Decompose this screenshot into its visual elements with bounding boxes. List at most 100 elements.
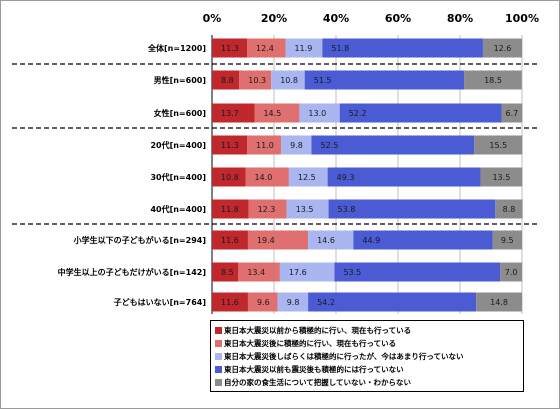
x-tick-label: 0% [203,12,222,25]
bar-segment [322,38,483,58]
data-label: 8.8 [221,76,234,85]
legend-item: 東日本大震災後に積極的に行い、現在も行っている [215,337,523,350]
bar-segment [339,103,502,123]
data-label: 8.5 [221,268,234,277]
category-label: 中学生以上の子どもだけがいる[n=142] [58,267,206,277]
data-label: 9.8 [287,298,300,307]
data-label: 6.7 [506,109,519,118]
data-label: 14.6 [317,236,335,245]
legend-item: 東日本大震災後しばらくは積極的に行ったが、今はあまり行っていない [215,350,523,363]
bar-segment [247,292,278,312]
legend: 東日本大震災以前から積極的に行い、現在も行っている 東日本大震災後に積極的に行い、… [210,320,524,392]
bar-segment [212,230,248,250]
bar-segment [495,199,523,219]
bar-segment [248,199,287,219]
data-label: 11.3 [221,141,239,150]
data-label: 10.8 [280,76,298,85]
bar-segment [212,135,248,155]
category-labels: 全体[n=1200] 男性[n=600] 女性[n=600] 20代[n=400] 30… [58,43,206,307]
data-label: 13.5 [296,205,314,214]
bar-segment [239,70,272,90]
bar-segment [254,103,300,123]
bar-segment [238,262,280,282]
legend-swatch [215,340,222,347]
bar-segment [480,167,523,187]
bar-segment [328,199,496,219]
legend-label: 東日本大震災後に積極的に行い、現在も行っている [224,339,397,348]
bar-segment [304,70,465,90]
data-label: 17.6 [289,268,307,277]
data-label: 52.2 [349,109,367,118]
data-label: 9.6 [257,298,270,307]
bar-segment [212,199,249,219]
legend-swatch [215,353,222,360]
bar-segment [311,135,475,155]
group-separators [12,63,540,225]
bar-segment [277,292,309,312]
data-label: 53.8 [338,205,356,214]
legend-item: 東日本大震災以前から積極的に行い、現在も行っている [215,324,523,337]
bar-segment [308,230,354,250]
legend-swatch [215,366,222,373]
category-label: 子どもはいない[n=764] [114,297,206,307]
bar-segment [281,135,312,155]
data-label: 51.8 [331,44,349,53]
bar-segment [492,230,522,250]
bar-segment [501,103,523,123]
bar-segment [334,262,501,282]
bar-segment [212,292,248,312]
bar-segment [212,262,239,282]
data-label: 54.2 [317,298,335,307]
legend-label: 東日本大震災以前も震災後も積極的には行っていない [224,365,404,374]
bar-segment [286,199,329,219]
legend-label: 東日本大震災以前から積極的に行い、現在も行っている [224,326,412,335]
bar-segment [353,230,493,250]
bar-segments: 11.3 12.4 11.9 51.8 12.6 8.8 10.3 10.8 51.5 18.5 1… [212,38,523,312]
bar-segment [476,292,522,312]
data-label: 10.3 [248,76,266,85]
bar-segment [327,167,481,187]
bar-segment [212,167,246,187]
category-label: 小学生以下の子どもがいる[n=294] [73,235,206,245]
x-tick-label: 40% [323,12,349,25]
data-label: 13.4 [247,268,265,277]
data-label: 13.7 [221,109,239,118]
data-label: 12.5 [298,173,316,182]
legend-swatch [215,327,222,334]
data-label: 12.4 [256,44,274,53]
category-label: 男性[n=600] [154,75,206,85]
bar-segment [212,103,255,123]
legend-item: 東日本大震災以前も震災後も積極的には行っていない [215,363,523,376]
x-tick-label: 80% [447,12,473,25]
bar-segment [271,70,305,90]
category-label: 30代[n=400] [150,172,206,182]
x-axis-ticks: 0% 20% 40% 60% 80% 100% [203,12,539,25]
category-label: 40代[n=400] [150,204,206,214]
data-label: 11.0 [256,141,274,150]
data-label: 18.5 [484,76,502,85]
data-label: 11.6 [221,298,239,307]
category-label: 女性[n=600] [154,108,206,118]
bar-segment [212,38,248,58]
bar-segment [288,167,328,187]
bar-segment [299,103,340,123]
data-label: 53.5 [343,268,361,277]
bar-segment [247,230,309,250]
data-label: 11.3 [221,44,239,53]
data-label: 13.0 [308,109,326,118]
data-label: 14.8 [490,298,508,307]
data-label: 13.5 [492,173,510,182]
legend-label: 自分の家の食生活について把握していない・わからない [224,378,412,387]
bar-segment [212,70,240,90]
bar-segment [482,38,522,58]
data-label: 15.5 [489,141,507,150]
bar-segment [285,38,323,58]
data-label: 8.8 [503,205,516,214]
bar-segment [247,38,286,58]
bar-segment [279,262,335,282]
data-label: 11.8 [221,205,239,214]
data-label: 49.3 [337,173,355,182]
data-label: 51.5 [314,76,332,85]
category-label: 20代[n=400] [150,140,206,150]
